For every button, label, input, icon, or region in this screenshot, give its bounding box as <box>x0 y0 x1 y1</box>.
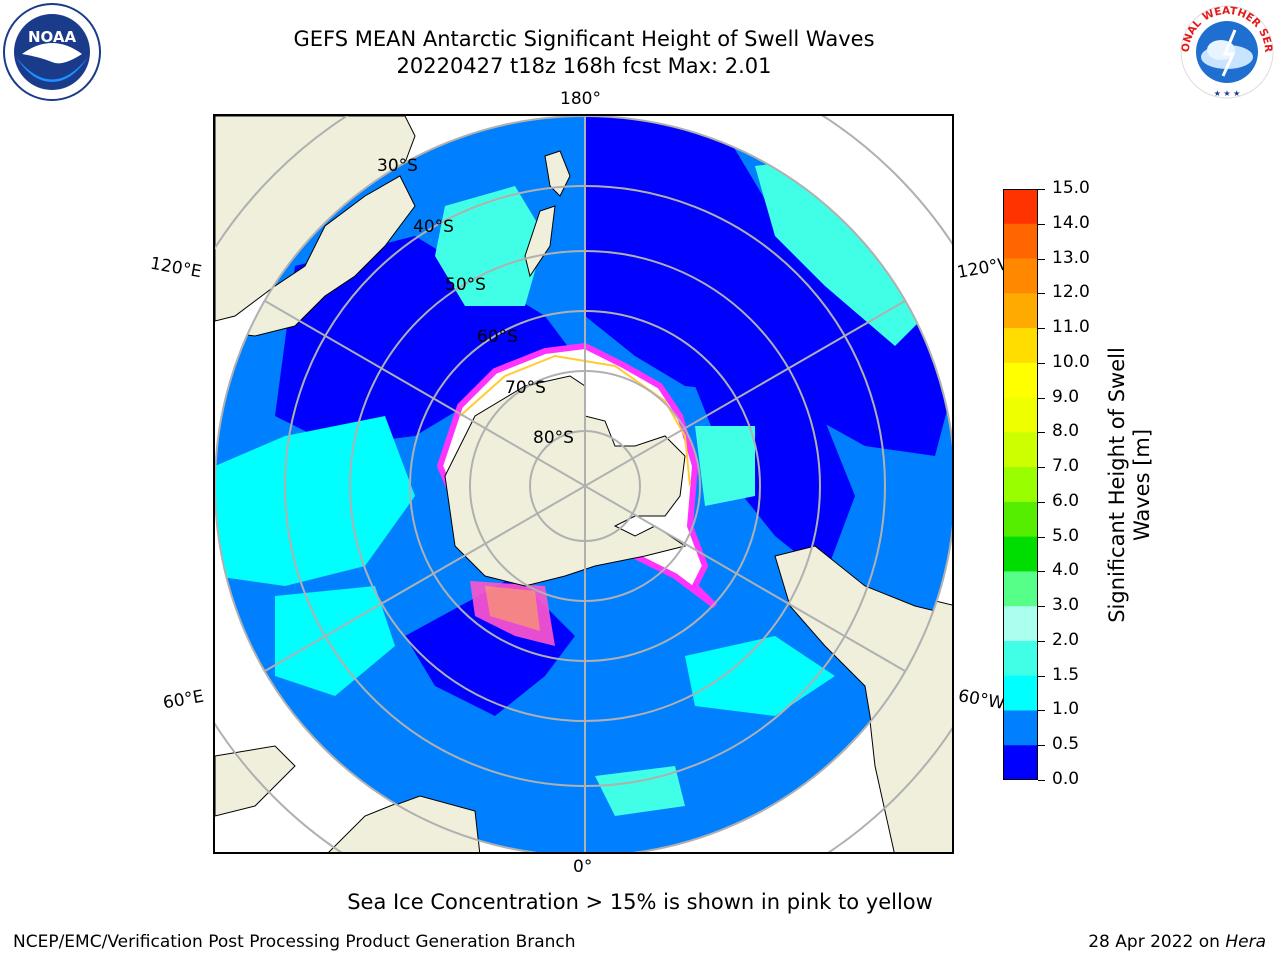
colorbar-tick-label: 7.0 <box>1052 456 1080 477</box>
colorbar-tick-mark <box>1038 640 1045 642</box>
colorbar-tick-mark <box>1038 397 1045 399</box>
colorbar-tick-label: 0.5 <box>1052 734 1080 755</box>
colorbar-tick-mark <box>1038 606 1045 608</box>
svg-text:★ ★ ★: ★ ★ ★ <box>1214 89 1241 98</box>
colorbar-band <box>1003 293 1038 329</box>
colorbar-tick-mark <box>1038 571 1045 573</box>
colorbar-tick-mark <box>1038 223 1045 225</box>
polar-map: 30°S 40°S 50°S 60°S 70°S 80°S <box>213 114 954 854</box>
colorbar-tick-mark <box>1038 189 1045 190</box>
colorbar-tick-label: 9.0 <box>1052 386 1080 407</box>
colorbar-band <box>1003 745 1038 781</box>
noaa-logo-text: NOAA <box>28 28 77 46</box>
lat-label-80s: 80°S <box>533 428 574 448</box>
lon-label-60w: 60°W <box>956 686 1007 714</box>
colorbar-tick-label: 8.0 <box>1052 421 1080 442</box>
colorbar-tick-mark <box>1038 328 1045 330</box>
colorbar-label-line2: Waves [m] <box>1130 428 1154 542</box>
colorbar-tick-label: 0.0 <box>1052 769 1080 789</box>
colorbar-tick-mark <box>1038 467 1045 469</box>
colorbar-tick-mark <box>1038 501 1045 503</box>
colorbar-tick-label: 10.0 <box>1052 351 1090 372</box>
colorbar-band <box>1003 397 1038 433</box>
colorbar-tick-label: 5.0 <box>1052 525 1080 546</box>
footer-date: 28 Apr 2022 on Hera <box>1088 932 1266 952</box>
colorbar-tick-mark <box>1038 362 1045 364</box>
colorbar-band <box>1003 189 1038 225</box>
colorbar-band <box>1003 675 1038 711</box>
nws-logo: NATIONAL WEATHER SERVICE ★ ★ ★ <box>1173 0 1277 106</box>
colorbar-band <box>1003 571 1038 607</box>
lon-label-0: 0° <box>573 857 593 877</box>
colorbar-tick-mark <box>1038 293 1045 295</box>
colorbar-band <box>1003 501 1038 538</box>
colorbar-tick-label: 11.0 <box>1052 317 1090 338</box>
colorbar-label-line1: Significant Height of Swell <box>1105 347 1129 623</box>
colorbar <box>1003 189 1038 781</box>
colorbar-tick-mark <box>1038 710 1045 712</box>
colorbar-band <box>1003 536 1038 572</box>
lon-label-120e: 120°E <box>148 253 204 283</box>
colorbar-tick-label: 3.0 <box>1052 595 1080 616</box>
colorbar-band <box>1003 432 1038 468</box>
lat-label-50s: 50°S <box>445 275 486 295</box>
sea-ice-note: Sea Ice Concentration > 15% is shown in … <box>347 890 933 914</box>
colorbar-band <box>1003 328 1038 364</box>
lon-label-180: 180° <box>560 89 601 109</box>
colorbar-band <box>1003 362 1038 399</box>
colorbar-band <box>1003 467 1038 503</box>
colorbar-band <box>1003 258 1038 294</box>
colorbar-tick-label: 1.0 <box>1052 699 1080 720</box>
colorbar-tick-label: 4.0 <box>1052 560 1080 581</box>
chart-subtitle: 20220427 t18z 168h fcst Max: 2.01 <box>396 54 772 78</box>
colorbar-tick-label: 13.0 <box>1052 247 1090 268</box>
graticule <box>215 116 952 852</box>
colorbar-label: Significant Height of Swell Waves [m] <box>1105 347 1155 623</box>
lat-label-60s: 60°S <box>477 327 518 347</box>
noaa-logo: NOAA <box>2 2 102 106</box>
footer-machine: Hera <box>1225 932 1266 952</box>
colorbar-tick-label: 2.0 <box>1052 629 1080 650</box>
colorbar-band <box>1003 606 1038 642</box>
colorbar-tick-label: 14.0 <box>1052 212 1090 233</box>
colorbar-band <box>1003 640 1038 677</box>
colorbar-tick-label: 6.0 <box>1052 490 1080 511</box>
lat-label-40s: 40°S <box>413 217 454 237</box>
footer-date-text: 28 Apr 2022 on <box>1088 932 1226 952</box>
colorbar-tick-mark <box>1038 432 1045 434</box>
colorbar-tick-mark <box>1038 745 1045 747</box>
chart-title: GEFS MEAN Antarctic Significant Height o… <box>293 27 875 51</box>
colorbar-tick-label: 12.0 <box>1052 282 1090 303</box>
colorbar-band <box>1003 223 1038 260</box>
lon-label-60e: 60°E <box>161 686 206 714</box>
lat-label-30s: 30°S <box>377 156 418 176</box>
colorbar-tick-label: 15.0 <box>1052 178 1090 198</box>
colorbar-tick-mark <box>1038 675 1045 677</box>
colorbar-band <box>1003 710 1038 746</box>
colorbar-tick-mark <box>1038 536 1045 538</box>
colorbar-tick-label: 1.5 <box>1052 664 1080 685</box>
colorbar-tick-mark <box>1038 258 1045 260</box>
colorbar-tick-mark <box>1038 780 1045 781</box>
footer-credit: NCEP/EMC/Verification Post Processing Pr… <box>13 932 576 952</box>
lat-label-70s: 70°S <box>505 378 546 398</box>
